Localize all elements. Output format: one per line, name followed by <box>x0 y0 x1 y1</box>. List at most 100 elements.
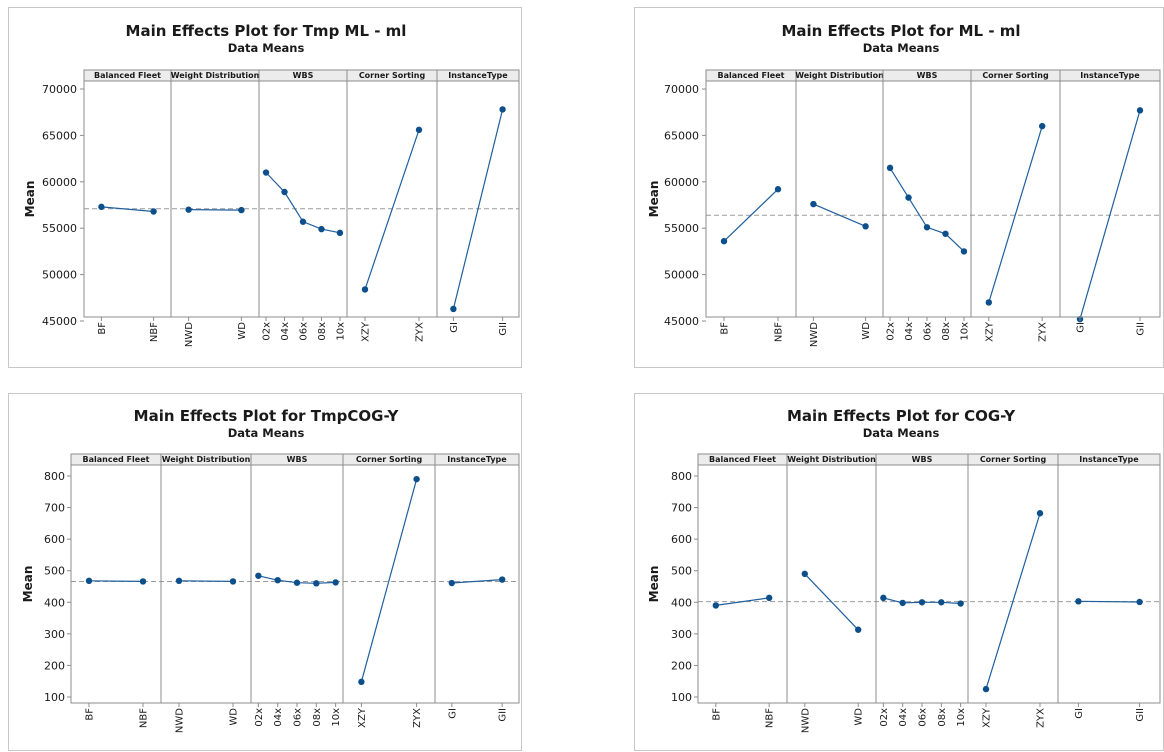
factor-label: Corner Sorting <box>980 455 1047 464</box>
x-tick-label: 06x <box>923 322 934 341</box>
y-tick-label: 100 <box>671 691 692 704</box>
series-line-corner-sorting <box>988 125 1043 303</box>
factor-label: WBS <box>287 455 308 464</box>
y-tick-label: 200 <box>671 659 692 672</box>
x-tick-label: NWD <box>809 322 820 347</box>
x-tick-label: BF <box>85 708 96 721</box>
x-tick-label: 08x <box>312 708 323 727</box>
data-point <box>413 475 420 483</box>
data-point <box>886 164 894 172</box>
series-line-instancetype <box>451 579 503 584</box>
x-tick-label: XZY <box>357 707 368 728</box>
series-line-instancetype <box>1078 600 1140 603</box>
x-tick-label: ZYX <box>412 708 423 728</box>
data-point <box>281 188 288 196</box>
y-tick-label: 700 <box>44 502 65 515</box>
data-point <box>313 580 320 587</box>
x-tick-label: XZY <box>361 321 372 342</box>
x-tick-label: 02x <box>254 708 265 727</box>
series-line-instancetype <box>1079 110 1141 320</box>
factor-label: InstanceType <box>447 455 507 464</box>
y-tick-label: 400 <box>671 596 692 609</box>
y-tick-label: 600 <box>44 533 65 546</box>
x-tick-label: GI <box>449 322 460 333</box>
plot-frame <box>697 453 1161 704</box>
x-tick-label: NBF <box>149 322 160 342</box>
data-point <box>255 572 262 579</box>
x-tick-label: XZY <box>982 707 993 728</box>
x-tick-label: NBF <box>765 708 776 728</box>
x-tick-label: GII <box>498 322 509 336</box>
data-point <box>361 286 369 293</box>
factor-label: Corner Sorting <box>982 71 1049 80</box>
data-point <box>862 223 869 230</box>
y-tick-label: 45000 <box>42 315 77 328</box>
y-tick-label: 60000 <box>42 176 77 189</box>
y-tick-label: 800 <box>671 470 692 483</box>
y-tick-label: 600 <box>671 533 692 546</box>
x-tick-label: 04x <box>273 708 284 727</box>
data-point <box>899 599 906 607</box>
chart-subtitle: Data Means <box>863 426 940 440</box>
data-point <box>880 594 887 602</box>
data-point <box>855 626 862 633</box>
y-axis-label: Mean <box>23 181 37 218</box>
series-line-weight-distribution <box>813 203 866 227</box>
y-tick-label: 50000 <box>664 269 699 282</box>
series-line-balanced-fleet <box>88 580 144 582</box>
y-tick-label: 65000 <box>42 129 77 142</box>
data-point <box>238 206 245 214</box>
factor-label: InstanceType <box>1079 455 1139 464</box>
factor-label: Balanced Fleet <box>94 71 161 80</box>
x-tick-label: 06x <box>918 708 929 727</box>
x-tick-label: ZYX <box>1036 708 1047 728</box>
plot-frame <box>705 69 1161 318</box>
series-line-corner-sorting <box>985 513 1041 690</box>
series-line-weight-distribution <box>804 573 859 631</box>
x-tick-label: GII <box>498 708 509 722</box>
data-point <box>98 203 105 211</box>
x-tick-label: XZY <box>984 321 995 342</box>
data-point <box>299 218 307 225</box>
x-tick-label: 02x <box>262 322 273 341</box>
data-point <box>85 577 93 585</box>
y-tick-label: 200 <box>44 659 65 672</box>
data-point <box>942 230 949 237</box>
factor-label: Weight Distribution <box>162 455 251 464</box>
x-tick-label: 10x <box>956 708 967 727</box>
series-line-balanced-fleet <box>101 206 154 213</box>
factor-label: Balanced Fleet <box>709 455 776 464</box>
factor-label: WBS <box>912 455 933 464</box>
x-tick-label: 10x <box>960 322 971 341</box>
chart-card-cog-y: Main Effects Plot for COG-Y Data Means Mea… <box>634 393 1164 751</box>
chart-card-tmp-ml: Main Effects Plot for Tmp ML - ml Data Me… <box>8 7 522 368</box>
y-tick-label: 300 <box>671 628 692 641</box>
x-tick-label: NWD <box>175 708 186 733</box>
x-tick-label: GI <box>447 708 458 719</box>
chart-card-ml: Main Effects Plot for ML - ml Data Means M… <box>634 7 1164 368</box>
chart-title: Main Effects Plot for ML - ml <box>781 22 1020 40</box>
data-point <box>960 248 968 255</box>
series-line-wbs <box>889 167 965 252</box>
factor-label: WBS <box>293 71 314 80</box>
x-tick-label: NBF <box>774 322 785 342</box>
data-point <box>774 186 782 193</box>
x-tick-label: 06x <box>293 708 304 727</box>
data-point <box>450 305 457 313</box>
series-line-weight-distribution <box>178 580 234 582</box>
chart-card-tmpcog-y: Main Effects Plot for TmpCOG-Y Data Means… <box>8 393 522 751</box>
x-tick-label: 06x <box>299 322 310 341</box>
data-point <box>318 225 325 233</box>
x-tick-label: WD <box>237 322 248 340</box>
data-point <box>185 206 192 213</box>
factor-label: InstanceType <box>1080 71 1140 80</box>
x-tick-label: 02x <box>886 322 897 341</box>
x-tick-label: BF <box>720 322 731 335</box>
series-line-corner-sorting <box>360 479 418 682</box>
data-point <box>1136 107 1144 114</box>
y-tick-label: 55000 <box>42 222 77 235</box>
plot-frame <box>83 69 520 318</box>
x-tick-label: 08x <box>941 322 952 341</box>
factor-label: WBS <box>917 71 938 80</box>
